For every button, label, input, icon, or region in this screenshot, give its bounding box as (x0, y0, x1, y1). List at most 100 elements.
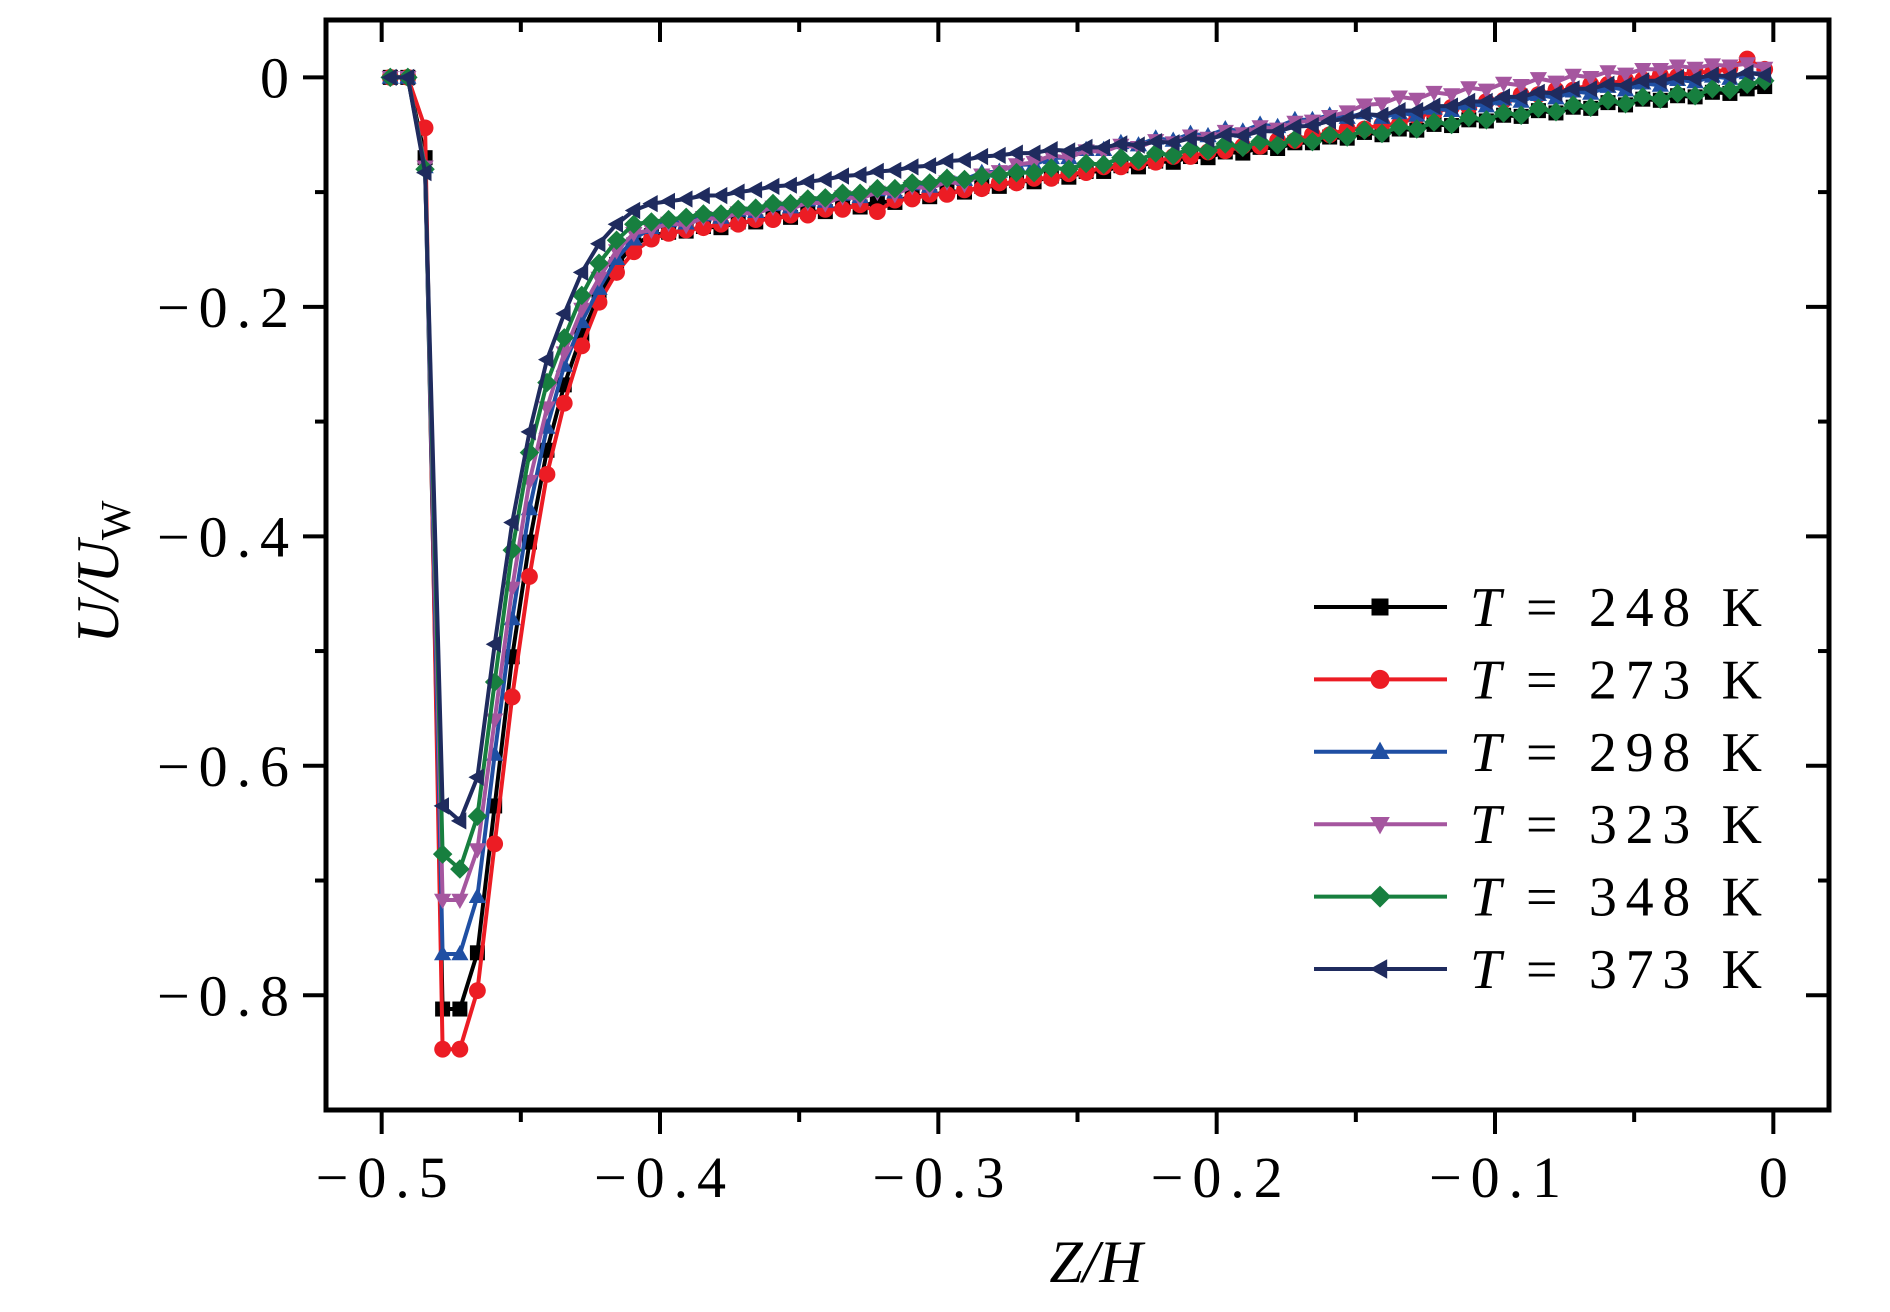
data-point (798, 173, 815, 191)
data-point (1443, 88, 1461, 104)
data-point (850, 183, 870, 203)
data-point (1547, 84, 1563, 103)
legend-entry: T = 348 K (1314, 867, 1762, 929)
data-point (1320, 112, 1336, 130)
data-point (1721, 59, 1739, 75)
y-tick-label: −0.4 (157, 504, 289, 569)
legend-marker (1370, 669, 1390, 689)
legend-marker (1371, 598, 1389, 616)
data-point (381, 68, 397, 86)
data-point (990, 146, 1006, 164)
data-point (989, 165, 1009, 185)
legend-label-value: = 348 K (1526, 867, 1762, 929)
data-point (1459, 107, 1479, 128)
data-point (1302, 131, 1323, 152)
data-point (486, 835, 504, 853)
data-point (1494, 88, 1510, 106)
data-point (434, 1040, 452, 1058)
data-point (1076, 153, 1096, 174)
data-point (1163, 145, 1183, 166)
data-point (625, 243, 643, 261)
data-point (1512, 79, 1530, 95)
legend-label-variable: T (1470, 939, 1505, 1001)
data-point (1319, 125, 1340, 145)
data-point (868, 162, 884, 181)
data-point (816, 170, 832, 189)
data-point (885, 178, 905, 199)
data-point (1581, 97, 1601, 117)
data-point (833, 167, 849, 185)
data-point (589, 253, 609, 273)
legend-marker (1370, 741, 1390, 759)
data-point (1564, 80, 1580, 98)
series-348k (380, 67, 1775, 879)
data-point (468, 887, 486, 903)
data-point (554, 328, 574, 348)
data-point (798, 189, 818, 209)
data-point (729, 183, 745, 201)
data-point (1372, 123, 1392, 144)
data-point (972, 166, 992, 186)
data-point (398, 68, 415, 86)
data-point (1703, 58, 1721, 74)
data-point (1407, 102, 1424, 120)
data-point (1059, 159, 1079, 179)
data-point (781, 176, 797, 194)
data-point (746, 181, 763, 199)
legend-label-variable: T (1470, 867, 1505, 929)
data-point (1547, 75, 1565, 91)
y-tick-label: −0.6 (157, 734, 289, 799)
data-point (1146, 143, 1166, 163)
legend-label-variable: T (1470, 649, 1505, 711)
data-point (1425, 85, 1443, 102)
data-point (434, 945, 452, 961)
legend-label-value: = 273 K (1526, 649, 1762, 711)
data-point (1755, 66, 1772, 84)
data-point (1164, 134, 1180, 152)
series-373k (381, 64, 1772, 830)
data-point (1563, 95, 1583, 115)
data-point (607, 215, 623, 233)
data-point (1633, 87, 1653, 107)
data-point (694, 186, 710, 205)
data-point (1007, 144, 1023, 162)
data-point (1720, 67, 1737, 85)
data-point (1390, 102, 1406, 120)
data-point (1198, 141, 1218, 161)
data-point (1651, 63, 1669, 79)
data-point (1407, 119, 1427, 139)
legend-label-value: = 373 K (1526, 939, 1762, 1001)
legend-entry: T = 248 K (1314, 577, 1762, 639)
data-point (1111, 135, 1128, 153)
y-tick-label: −0.2 (157, 275, 289, 340)
data-point (659, 192, 675, 210)
data-point (1373, 97, 1391, 113)
data-point (642, 230, 660, 248)
data-point (1303, 116, 1319, 135)
data-point (433, 797, 449, 815)
data-point (1528, 98, 1549, 119)
data-point (555, 394, 573, 412)
data-point (1042, 141, 1058, 159)
data-point (1111, 147, 1131, 168)
data-point (868, 203, 886, 221)
data-point (677, 190, 693, 208)
data-point (590, 235, 606, 253)
data-point (1650, 89, 1671, 109)
x-tick-label: −0.2 (1151, 1145, 1283, 1210)
data-point (1199, 130, 1215, 148)
data-point (521, 568, 538, 585)
data-point (1669, 59, 1687, 75)
data-point (1233, 137, 1253, 158)
data-point (1025, 144, 1041, 162)
legend-label-value: = 323 K (1526, 794, 1762, 856)
data-point (555, 305, 571, 323)
data-point (851, 166, 867, 184)
data-point (920, 173, 940, 193)
data-point (1041, 158, 1062, 178)
legend-entry: T = 273 K (1314, 649, 1762, 711)
data-point (1338, 110, 1354, 128)
legend-marker (1369, 959, 1388, 979)
data-point (1582, 71, 1600, 87)
data-point (938, 186, 956, 203)
